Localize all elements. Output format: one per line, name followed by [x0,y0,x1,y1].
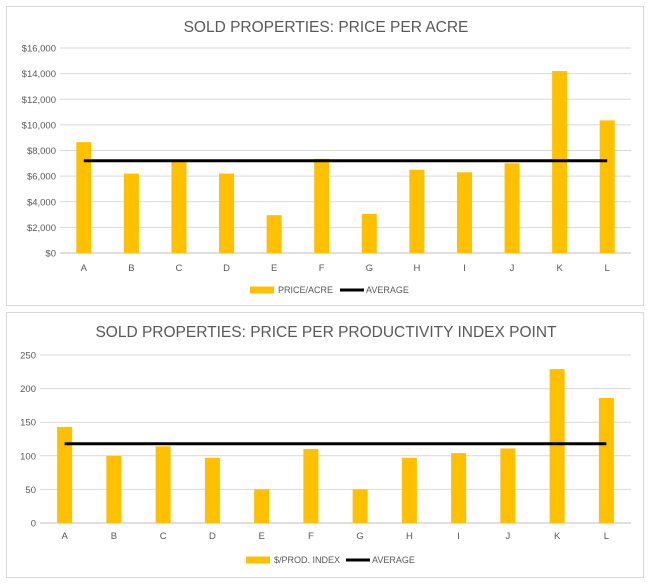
y-tick-label: $0 [45,249,56,260]
x-category-label: I [457,531,460,542]
x-category-label: H [406,531,413,542]
bar-d [204,457,220,523]
bar-j [504,163,520,253]
legend-swatch-series [250,286,274,294]
bar-l [598,398,614,523]
bar-c [155,446,171,523]
y-tick-label: 150 [20,418,36,429]
x-category-label: B [111,531,117,542]
bar-g [361,213,377,253]
x-category-label: H [413,263,420,274]
y-tick-label: $14,000 [22,69,56,80]
x-category-label: F [308,531,314,542]
x-category-label: J [506,531,511,542]
x-category-label: I [463,263,466,274]
x-category-label: G [356,531,363,542]
bar-h [409,169,425,253]
bar-b [106,455,122,523]
y-tick-label: 200 [20,384,36,395]
bar-g [352,489,368,523]
legend-swatch-series [246,556,270,564]
x-category-label: C [176,263,183,274]
x-category-label: G [366,263,373,274]
bar-c [171,162,187,253]
y-tick-label: $16,000 [22,44,56,55]
x-category-label: D [223,263,230,274]
bar-i [451,453,467,523]
x-category-label: L [605,263,610,274]
legend-label-average: AVERAGE [372,555,415,565]
x-category-label: E [271,263,277,274]
bar-i [456,172,472,253]
x-category-label: B [128,263,134,274]
bar-h [401,457,417,523]
y-tick-label: $12,000 [22,95,56,106]
legend-label-series: $/PROD. INDEX [274,555,340,565]
x-category-label: A [81,263,88,274]
x-category-label: L [604,531,609,542]
bar-e [266,215,282,253]
chart-price-per-acre: SOLD PROPERTIES: PRICE PER ACRE $0 $2,000 $… [22,19,631,295]
y-tick-label: $10,000 [22,120,56,131]
y-tick-label: 0 [31,519,36,530]
chart-panel-price-per-acre: SOLD PROPERTIES: PRICE PER ACRE $0 $2,000 $… [6,6,644,306]
bar-b [123,173,139,253]
x-category-label: A [61,531,68,542]
bar-a [57,426,73,523]
y-tick-label: $6,000 [27,172,56,183]
chart-panel-price-per-index-point: SOLD PROPERTIES: PRICE PER PRODUCTIVITY … [6,312,644,578]
bar-l [599,120,615,253]
x-category-label: E [258,531,264,542]
y-tick-label: 100 [20,451,36,462]
bar-d [219,173,235,253]
chart-title: SOLD PROPERTIES: PRICE PER PRODUCTIVITY … [95,324,557,341]
x-category-label: K [556,263,563,274]
bar-f [303,449,319,523]
x-category-label: K [554,531,561,542]
y-tick-label: 50 [25,485,36,496]
bar-k [549,369,565,523]
x-category-label: J [510,263,515,274]
legend-label-average: AVERAGE [366,285,409,295]
chart-price-per-index-point: SOLD PROPERTIES: PRICE PER PRODUCTIVITY … [20,324,631,565]
chart-title: SOLD PROPERTIES: PRICE PER ACRE [184,19,469,36]
legend-label-series: PRICE/ACRE [278,285,333,295]
bar-a [76,142,92,253]
x-category-label: C [160,531,167,542]
y-tick-label: $4,000 [27,197,56,208]
x-category-label: D [209,531,216,542]
bar-f [314,158,330,253]
bar-e [254,489,270,523]
y-tick-label: $2,000 [27,223,56,234]
y-tick-label: 250 [20,351,36,362]
y-tick-label: $8,000 [27,146,56,157]
x-category-label: F [319,263,325,274]
bar-j [500,448,516,523]
